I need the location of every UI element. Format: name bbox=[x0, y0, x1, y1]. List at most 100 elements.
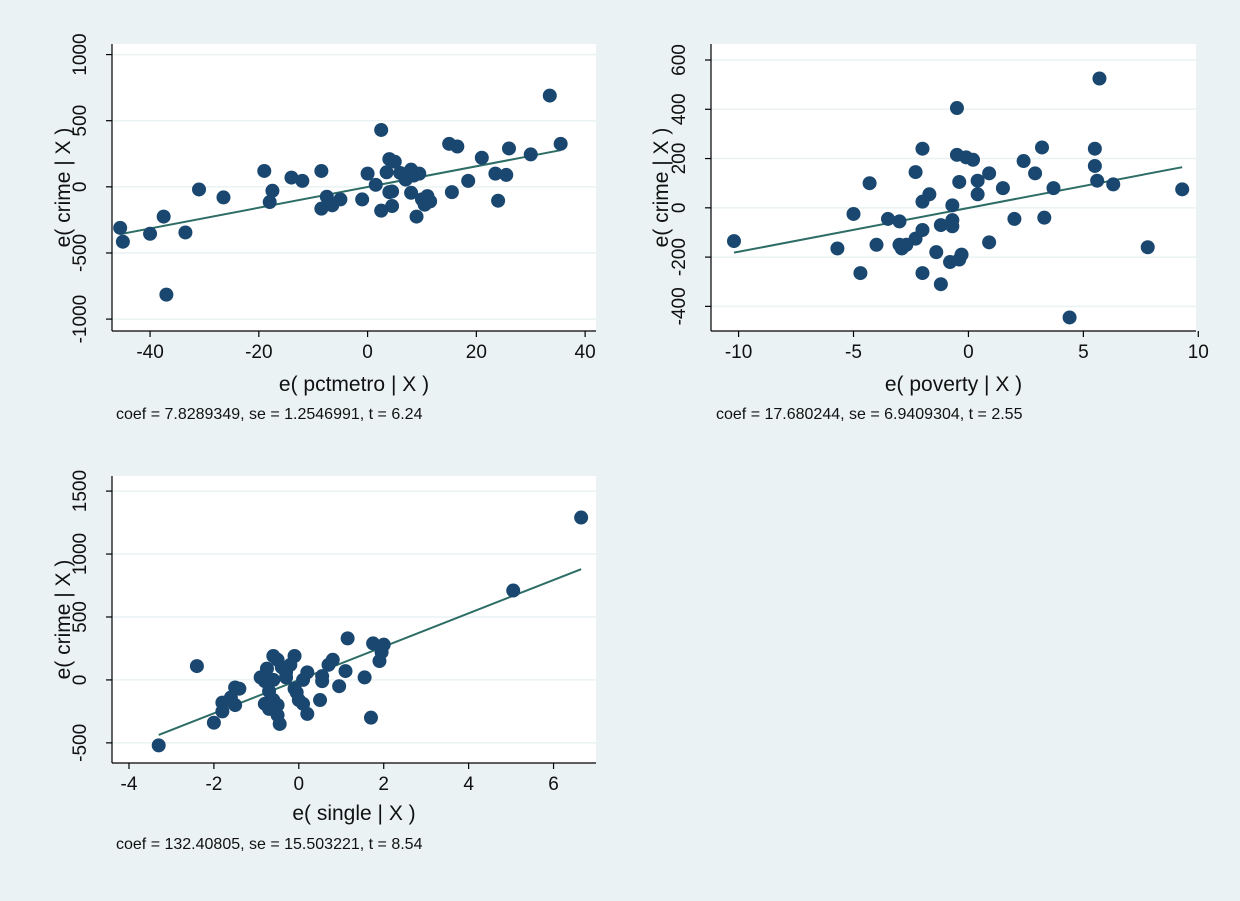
data-point bbox=[922, 187, 937, 202]
data-point bbox=[474, 150, 489, 165]
x-tick-label: 6 bbox=[548, 774, 559, 795]
data-point bbox=[295, 173, 310, 188]
x-tick-label: -10 bbox=[725, 342, 752, 363]
data-point bbox=[279, 670, 294, 685]
x-axis-title: e( poverty | X ) bbox=[885, 373, 1022, 396]
data-point bbox=[143, 226, 158, 241]
data-point bbox=[444, 185, 459, 200]
data-point bbox=[1106, 177, 1121, 192]
data-point bbox=[949, 101, 964, 116]
data-point bbox=[325, 652, 340, 667]
data-point bbox=[1062, 310, 1077, 325]
data-point bbox=[506, 583, 521, 598]
data-point bbox=[1087, 158, 1102, 173]
data-point bbox=[115, 234, 130, 249]
data-point bbox=[915, 141, 930, 156]
data-point bbox=[262, 195, 277, 210]
y-tick-label: 600 bbox=[669, 44, 690, 76]
data-point bbox=[156, 209, 171, 224]
data-point bbox=[289, 685, 304, 700]
y-axis-title: e( crime | X ) bbox=[52, 560, 75, 680]
x-tick-label: 5 bbox=[1078, 342, 1089, 363]
data-point bbox=[915, 266, 930, 281]
data-point bbox=[491, 193, 506, 208]
x-tick-label: 40 bbox=[575, 342, 596, 363]
data-point bbox=[1037, 210, 1052, 225]
data-point bbox=[314, 201, 329, 216]
y-tick-label: 0 bbox=[669, 203, 690, 214]
poverty-avplot: -400 -200 0 200 400 600 -10 -5 0 5 10 e( crime | X… bbox=[650, 44, 1209, 423]
y-tick-label: 0 bbox=[70, 675, 91, 686]
x-axis-title: e( pctmetro | X ) bbox=[279, 373, 429, 396]
x-tick-label: 20 bbox=[466, 342, 487, 363]
data-point bbox=[915, 222, 930, 237]
data-point bbox=[542, 88, 557, 103]
data-point bbox=[933, 218, 948, 233]
data-point bbox=[726, 234, 741, 249]
data-point bbox=[314, 163, 329, 178]
data-point bbox=[1087, 141, 1102, 156]
data-point bbox=[387, 154, 402, 169]
fitted-line bbox=[119, 149, 561, 236]
x-tick-label: 0 bbox=[963, 342, 974, 363]
data-point bbox=[970, 187, 985, 202]
y-tick-label: -1000 bbox=[70, 295, 91, 344]
data-point bbox=[423, 194, 438, 209]
x-tick-label: -4 bbox=[121, 774, 138, 795]
data-point bbox=[1140, 240, 1155, 255]
data-point bbox=[945, 198, 960, 213]
data-point bbox=[1016, 154, 1031, 169]
data-point bbox=[376, 637, 391, 652]
data-point bbox=[259, 661, 274, 676]
x-tick-label: 2 bbox=[378, 774, 389, 795]
data-point bbox=[333, 192, 348, 207]
data-point bbox=[355, 192, 370, 207]
data-point bbox=[1046, 181, 1061, 196]
pctmetro-avplot: -1000 -500 0 500 1000 -40 -20 0 20 40 e( crime | … bbox=[52, 33, 596, 423]
y-tick-label: 1000 bbox=[70, 33, 91, 75]
data-point bbox=[880, 211, 895, 226]
data-point bbox=[206, 715, 221, 730]
data-point bbox=[374, 203, 389, 218]
data-point bbox=[265, 183, 280, 198]
y-tick-label: -500 bbox=[70, 234, 91, 272]
data-point bbox=[284, 170, 299, 185]
data-point bbox=[374, 122, 389, 137]
y-tick-label: -500 bbox=[70, 724, 91, 762]
data-point bbox=[360, 166, 375, 181]
data-point bbox=[315, 674, 330, 689]
data-point bbox=[272, 716, 287, 731]
data-point bbox=[1007, 211, 1022, 226]
data-point bbox=[232, 681, 247, 696]
data-point bbox=[266, 672, 281, 687]
data-point bbox=[553, 136, 568, 151]
data-point bbox=[159, 287, 174, 302]
x-tick-label: -20 bbox=[245, 342, 272, 363]
data-point bbox=[499, 167, 514, 182]
data-point bbox=[215, 704, 230, 719]
plot-region bbox=[711, 44, 1196, 331]
data-point bbox=[357, 670, 372, 685]
data-point bbox=[409, 209, 424, 224]
data-point bbox=[501, 141, 516, 156]
data-point bbox=[385, 199, 400, 214]
y-tick-label: 1000 bbox=[70, 533, 91, 575]
data-point bbox=[945, 219, 960, 234]
y-tick-label: -200 bbox=[669, 238, 690, 276]
y-tick-label: 400 bbox=[669, 93, 690, 125]
data-point bbox=[340, 631, 355, 646]
data-point bbox=[862, 176, 877, 191]
y-tick-label: 500 bbox=[70, 601, 91, 633]
x-axis-title: e( single | X ) bbox=[292, 802, 415, 825]
x-tick-label: 10 bbox=[1188, 342, 1209, 363]
data-point bbox=[313, 693, 328, 708]
data-point bbox=[192, 182, 207, 197]
x-tick-label: 0 bbox=[362, 342, 373, 363]
regression-note: coef = 7.8289349, se = 1.2546991, t = 6.… bbox=[116, 406, 423, 423]
data-point bbox=[488, 166, 503, 181]
data-point bbox=[338, 664, 353, 679]
regression-note: coef = 17.680244, se = 6.9409304, t = 2.… bbox=[716, 406, 1023, 423]
data-point bbox=[216, 190, 231, 205]
y-axis-title: e( crime | X ) bbox=[52, 128, 75, 248]
